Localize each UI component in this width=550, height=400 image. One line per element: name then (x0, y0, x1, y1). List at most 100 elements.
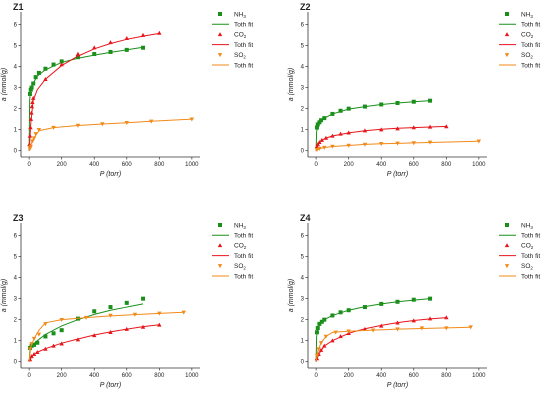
legend-marker-nh3 (505, 12, 509, 16)
data-point-so2 (427, 140, 433, 145)
data-point-so2 (333, 330, 338, 335)
x-tick-label: 0 (314, 162, 318, 168)
data-point-nh3 (319, 118, 324, 123)
legend-label: SO2 (521, 52, 533, 60)
data-point-co2 (330, 133, 335, 138)
data-point-nh3 (124, 300, 129, 305)
x-tick-label: 400 (89, 162, 100, 168)
data-point-co2 (330, 338, 335, 343)
y-axis-title: a (mmol/g) (288, 279, 295, 312)
data-point-nh3 (322, 116, 327, 121)
fit-line-so2 (28, 311, 184, 362)
legend-marker-co2 (504, 32, 510, 37)
data-point-so2 (51, 125, 56, 130)
data-point-co2 (157, 30, 162, 35)
data-point-co2 (28, 116, 34, 121)
fit-line-nh3 (28, 46, 144, 151)
data-point-co2 (338, 131, 343, 136)
data-point-nh3 (428, 296, 433, 301)
data-point-nh3 (29, 85, 34, 90)
y-tick-label: 5 (301, 44, 305, 50)
legend-label: Toth fit (521, 233, 540, 240)
data-point-so2 (108, 313, 113, 318)
y-tick-label: 3 (301, 297, 305, 303)
legend-subscript: 2 (531, 34, 534, 39)
data-point-co2 (51, 343, 56, 348)
data-point-so2 (83, 315, 89, 320)
data-point-nh3 (379, 301, 384, 306)
data-point-nh3 (322, 317, 327, 322)
data-point-nh3 (141, 45, 146, 50)
data-point-so2 (314, 353, 320, 358)
y-tick-label: 5 (301, 255, 305, 261)
data-point-co2 (395, 126, 400, 131)
legend-subscript: 3 (530, 14, 533, 19)
legend: NH3 Toth fit CO2 Toth fit SO2 Toth fit (212, 11, 253, 69)
legend-marker-nh3 (218, 223, 222, 227)
data-point-nh3 (314, 125, 319, 130)
y-tick-label: 6 (301, 234, 305, 240)
data-point-nh3 (330, 111, 335, 116)
data-point-so2 (411, 141, 416, 146)
data-point-so2 (318, 341, 324, 346)
y-tick-label: 1 (14, 339, 18, 345)
legend: NH3 Toth fit CO2 Toth fit SO2 Toth fit (499, 222, 540, 280)
data-point-so2 (346, 329, 351, 334)
panel-z1: 0 1 2 3 4 5 6 0 200 400 600 800 1000 P (torr) a (mmol/… (1, 2, 253, 178)
series-so2 (314, 325, 473, 362)
legend-label: NH3 (521, 222, 533, 230)
y-tick-label: 4 (301, 276, 305, 282)
legend-label: NH3 (521, 11, 533, 19)
x-tick-label: 800 (441, 162, 452, 168)
legend-subscript: 2 (244, 245, 247, 250)
legend-label: Toth fit (234, 233, 253, 240)
data-point-so2 (31, 136, 37, 141)
data-point-co2 (108, 40, 113, 45)
y-tick-label: 6 (301, 23, 305, 29)
panel-title: Z1 (13, 2, 24, 12)
legend-label: Toth fit (234, 62, 253, 69)
data-point-nh3 (346, 106, 351, 111)
data-point-co2 (427, 316, 433, 321)
x-tick-label: 600 (122, 373, 133, 379)
data-point-so2 (395, 141, 400, 146)
data-point-co2 (315, 142, 320, 147)
data-point-co2 (75, 51, 81, 56)
y-tick-label: 4 (301, 65, 305, 71)
y-tick-label: 6 (14, 23, 18, 29)
data-point-co2 (319, 137, 325, 142)
data-point-nh3 (346, 308, 351, 313)
data-point-co2 (43, 76, 48, 81)
y-tick-label: 1 (14, 128, 18, 134)
data-point-nh3 (51, 331, 56, 336)
series-nh3 (314, 296, 433, 362)
data-point-nh3 (36, 70, 41, 75)
data-point-so2 (27, 146, 33, 151)
x-axis-title: P (torr) (100, 171, 122, 178)
data-point-co2 (59, 62, 64, 67)
y-tick-label: 3 (14, 297, 18, 303)
panel-z2: 0 1 2 3 4 5 6 0 200 400 600 800 1000 P (torr) a (mmol/… (288, 2, 540, 178)
y-tick-label: 3 (14, 86, 18, 92)
data-point-so2 (395, 327, 400, 332)
legend-label: CO2 (234, 32, 247, 40)
x-tick-label: 1000 (185, 373, 199, 379)
panel-title: Z4 (300, 213, 311, 223)
legend-label: SO2 (234, 52, 246, 60)
data-point-co2 (75, 337, 81, 342)
legend-label: Toth fit (521, 253, 540, 260)
data-point-co2 (411, 125, 416, 130)
legend-label: Toth fit (234, 253, 253, 260)
data-point-co2 (29, 354, 34, 359)
legend-label: CO2 (234, 243, 247, 251)
x-tick-label: 0 (27, 373, 31, 379)
legend-label: Toth fit (234, 42, 253, 49)
data-point-so2 (189, 117, 195, 122)
data-point-nh3 (35, 340, 40, 345)
x-tick-label: 0 (314, 373, 318, 379)
legend-subscript: 2 (243, 266, 246, 271)
series-so2 (314, 139, 482, 152)
legend-label: Toth fit (521, 42, 540, 49)
series-nh3 (27, 45, 146, 151)
